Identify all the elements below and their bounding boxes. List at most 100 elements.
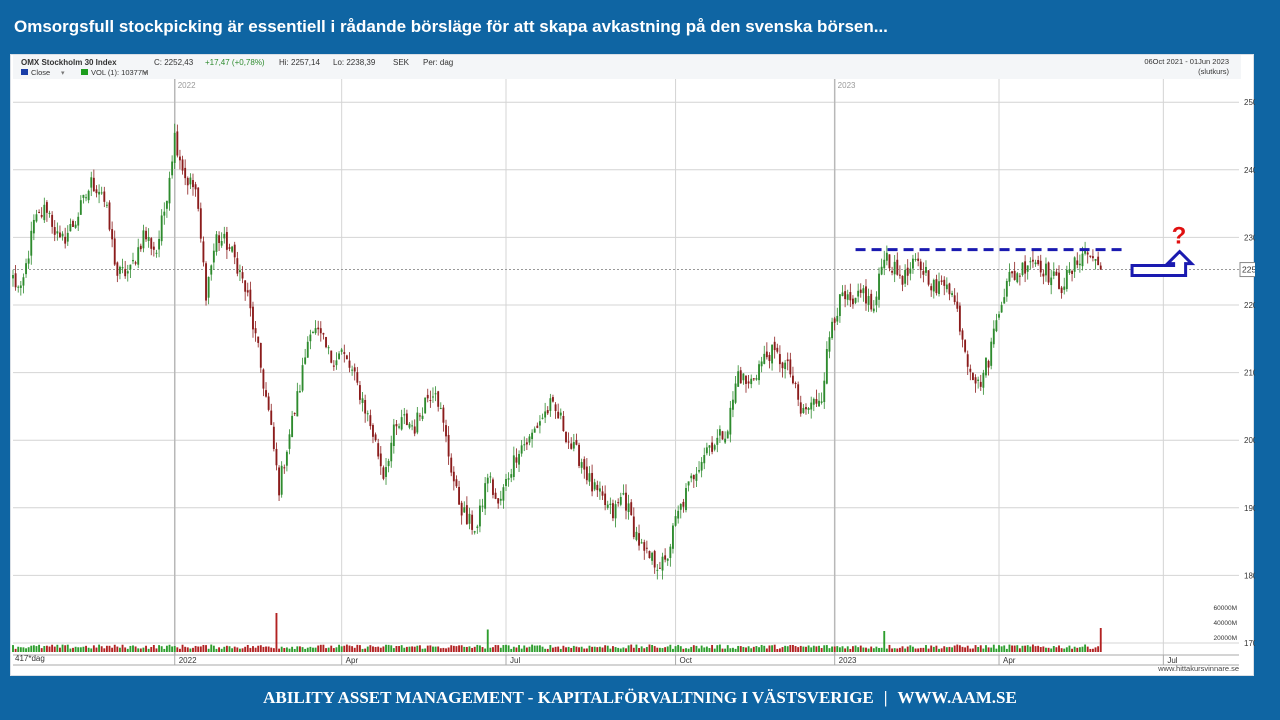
candle-body — [332, 365, 335, 367]
volume-bar — [656, 647, 659, 652]
candle-body — [930, 286, 933, 291]
volume-bar — [653, 646, 656, 652]
volume-bar — [103, 648, 106, 652]
volume-bar — [836, 646, 839, 652]
candle-body — [677, 510, 680, 519]
candle-body — [494, 492, 497, 499]
candle-body — [199, 208, 202, 239]
footer-company: ABILITY ASSET MANAGEMENT - KAPITALFÖRVAL… — [263, 688, 874, 707]
candle-body — [570, 443, 573, 449]
volume-bar — [458, 645, 460, 652]
candle-body — [995, 320, 998, 332]
candle-body — [781, 362, 784, 369]
candle-body — [825, 349, 828, 384]
stock-chart-panel: 2022 2023 2500 2400 2300 2200 2100 2000 1900 180… — [10, 54, 1255, 676]
candle-body — [789, 359, 792, 375]
candle-body — [288, 434, 291, 449]
candle-body — [502, 487, 505, 501]
volume-bar — [171, 646, 174, 652]
volume-bar — [413, 646, 416, 652]
volume-bar — [580, 646, 583, 652]
volume-bar — [523, 645, 526, 652]
volume-bar — [421, 648, 424, 652]
candle-body — [105, 204, 108, 206]
volume-bar — [797, 647, 800, 652]
candle-body — [314, 328, 317, 334]
candle-body — [1065, 269, 1068, 290]
candle-body — [218, 235, 221, 244]
volume-bar — [515, 647, 518, 652]
volume-bar — [358, 645, 361, 652]
candle-body — [943, 279, 946, 286]
close-legend-dropdown-icon[interactable]: ▾ — [61, 70, 65, 77]
volume-bar — [742, 646, 745, 652]
volume-bar — [280, 646, 283, 652]
volume-bar — [322, 644, 325, 652]
candle-body — [1026, 265, 1029, 272]
volume-bar — [218, 647, 221, 652]
volume-bar — [726, 645, 729, 652]
volume-bar — [465, 646, 468, 652]
candle-body — [139, 245, 142, 250]
candle-body — [45, 202, 48, 213]
volume-bar — [1084, 644, 1087, 652]
volume-legend-dropdown-icon[interactable]: ▾ — [144, 70, 148, 77]
candle-body — [990, 341, 993, 366]
candle-body — [285, 451, 288, 466]
candle-body — [12, 275, 14, 279]
candle-body — [531, 432, 534, 440]
volume-bar — [732, 647, 734, 652]
candle-body — [90, 177, 93, 188]
y-tick-label: 2100 — [1244, 369, 1255, 378]
volume-bar — [429, 645, 432, 652]
candle-body — [606, 504, 609, 508]
candle-body — [372, 425, 374, 437]
volume-bar — [387, 644, 390, 652]
volume-bar — [958, 645, 961, 652]
volume-bar — [306, 647, 309, 652]
volume-bar — [690, 646, 693, 652]
candle-body — [739, 370, 742, 384]
candle-body — [750, 378, 753, 385]
volume-bar — [953, 645, 956, 652]
candle-body — [82, 194, 85, 198]
volume-bar — [867, 648, 870, 652]
volume-bar — [904, 648, 907, 652]
footer-website[interactable]: WWW.AAM.SE — [897, 688, 1017, 707]
volume-bar — [601, 647, 604, 652]
change-value: +17,47 (+0,78%) — [205, 58, 265, 67]
candle-body — [732, 399, 734, 410]
candle-body — [885, 252, 888, 261]
volume-bar — [233, 646, 236, 652]
volume-bar — [1026, 645, 1029, 652]
volume-bar — [192, 647, 194, 652]
volume-bar — [859, 645, 862, 652]
volume-bar — [267, 646, 270, 652]
volume-bar — [366, 646, 369, 652]
candle-body — [619, 496, 622, 505]
volume-bar — [664, 647, 667, 652]
volume-bar — [275, 613, 278, 652]
candle-body — [883, 259, 886, 269]
candle-body — [645, 547, 648, 549]
volume-bar — [612, 646, 614, 652]
volume-bar — [565, 647, 567, 652]
volume-bar — [1058, 645, 1060, 652]
volume-bar — [606, 645, 609, 652]
volume-bar — [992, 644, 995, 652]
candle-body — [492, 479, 494, 495]
candle-body — [898, 274, 901, 276]
volume-bar — [825, 645, 828, 652]
volume-bar — [674, 646, 677, 652]
candle-body — [951, 293, 954, 296]
candle-body — [262, 369, 265, 389]
volume-bar — [390, 645, 393, 652]
candle-body — [452, 471, 455, 482]
volume-bar — [66, 644, 69, 652]
candle-body — [792, 375, 794, 384]
volume-bar — [1000, 646, 1003, 652]
volume-bar — [572, 645, 575, 652]
volume-bar — [181, 644, 184, 652]
volume-bar — [137, 648, 140, 652]
volume-bar — [494, 644, 497, 652]
